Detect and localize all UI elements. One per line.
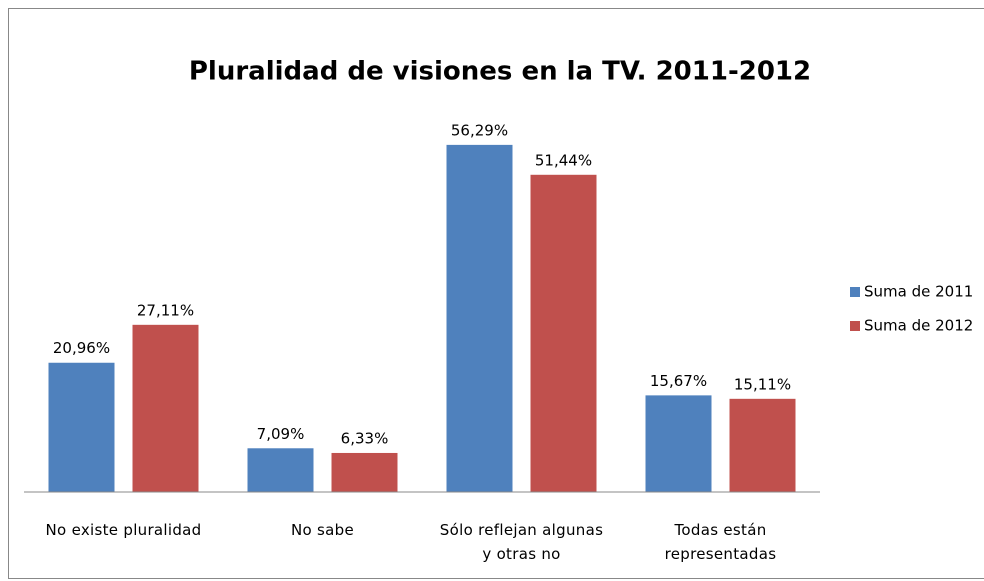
bar (530, 174, 597, 492)
legend-label: Suma de 2012 (864, 317, 973, 335)
legend-swatch (850, 287, 860, 297)
bar (132, 324, 199, 492)
bar (729, 398, 796, 492)
x-tick-label: Sólo reflejan algunas y otras no (439, 521, 604, 563)
bar (247, 448, 314, 492)
data-label: 56,29% (451, 121, 508, 139)
chart-title: Pluralidad de visiones en la TV. 2011-20… (189, 57, 811, 87)
data-label: 6,33% (341, 429, 389, 447)
data-label: 27,11% (137, 301, 194, 319)
data-label: 20,96% (53, 339, 110, 357)
legend-swatch (850, 321, 860, 331)
data-label: 15,67% (650, 372, 707, 390)
data-label: 7,09% (257, 425, 305, 443)
data-label: 15,11% (734, 375, 791, 393)
x-tick-label: No existe pluralidad (45, 521, 202, 539)
x-tick-label: Todas están representadas (664, 521, 777, 563)
bar (645, 395, 712, 492)
bar (446, 144, 513, 492)
data-label: 51,44% (535, 151, 592, 169)
bar (48, 362, 115, 492)
bar (331, 452, 398, 492)
x-tick-label: No sabe (290, 521, 355, 539)
legend-label: Suma de 2011 (864, 283, 973, 301)
